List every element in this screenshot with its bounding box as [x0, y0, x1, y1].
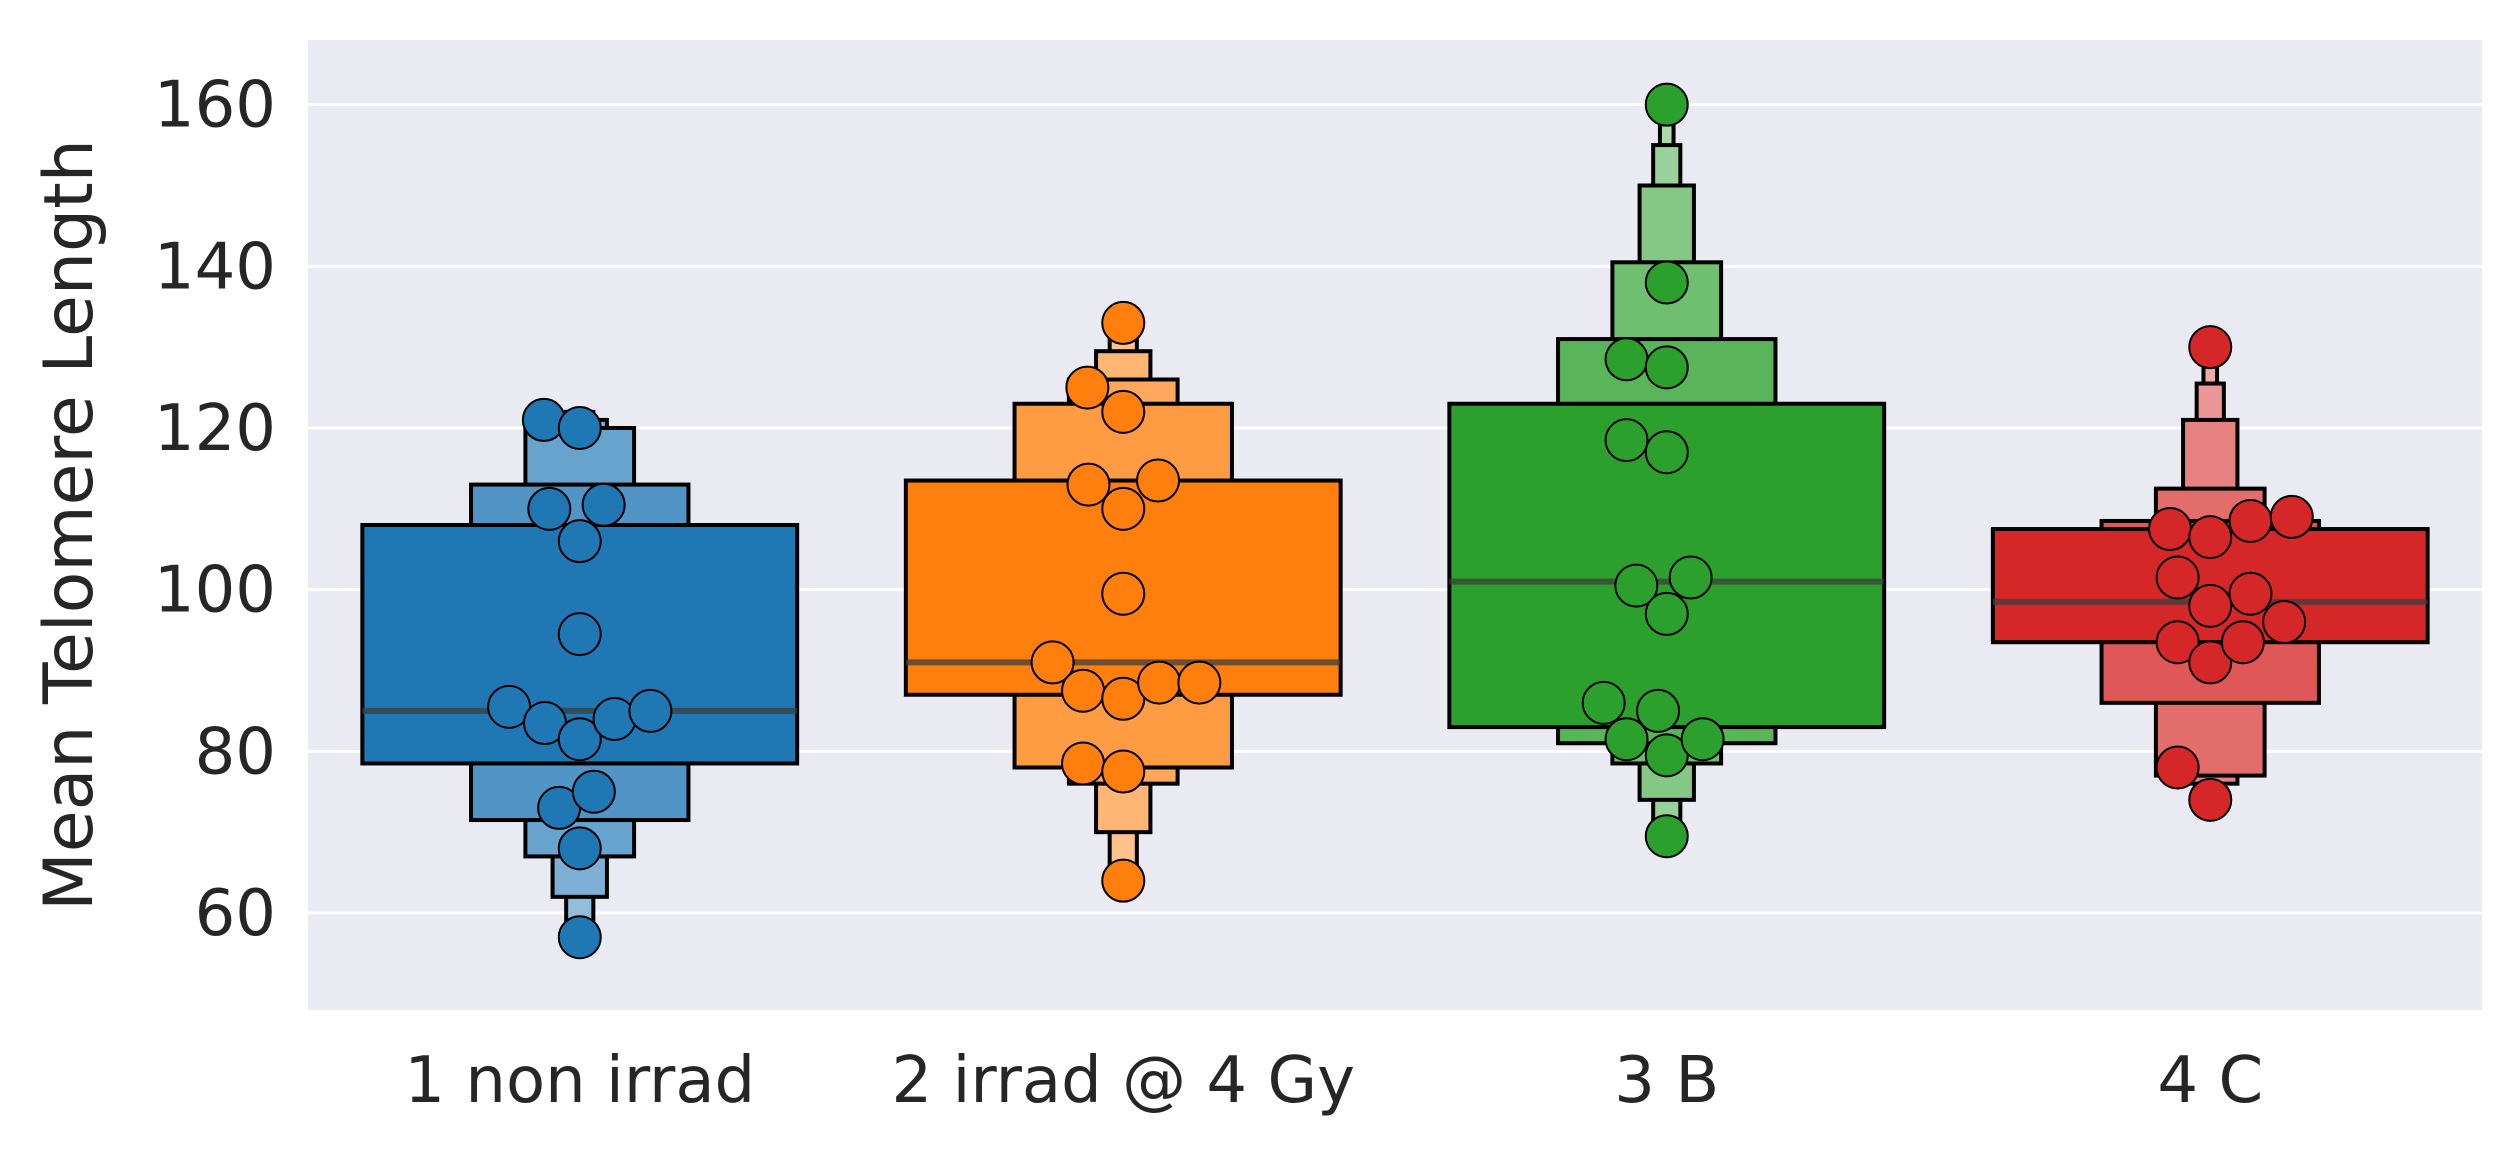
data-point — [1604, 418, 1649, 463]
y-tick-label-80: 80 — [195, 715, 276, 789]
points-group-4 — [2148, 325, 2314, 822]
data-point — [1644, 430, 1689, 475]
data-point — [2188, 583, 2233, 628]
data-point — [581, 482, 626, 527]
data-point — [557, 519, 602, 564]
data-point — [592, 697, 637, 741]
data-point — [1137, 660, 1182, 705]
data-point — [2188, 640, 2233, 685]
data-point — [2155, 555, 2200, 600]
data-point — [628, 688, 673, 733]
data-point — [1101, 571, 1146, 616]
data-point — [571, 769, 616, 814]
points-group-3 — [1581, 82, 1725, 859]
data-point — [1644, 345, 1689, 390]
data-point — [1604, 337, 1649, 382]
data-point — [1644, 814, 1689, 859]
y-axis-title: Mean Telomere Length — [30, 139, 109, 911]
y-tick-label-60: 60 — [195, 877, 276, 951]
data-point — [1101, 858, 1146, 903]
data-point — [2155, 620, 2200, 665]
data-point — [1581, 680, 1626, 725]
data-point — [557, 612, 602, 657]
data-point — [2148, 507, 2193, 552]
data-point — [1644, 260, 1689, 305]
y-tick-label-100: 100 — [154, 554, 276, 628]
y-tick-labels: 60 80 100 120 140 160 — [154, 69, 276, 951]
data-point — [557, 406, 602, 450]
data-point — [2262, 600, 2307, 644]
data-point — [521, 397, 566, 442]
data-point — [1065, 365, 1110, 410]
data-point — [1636, 688, 1681, 733]
data-point — [557, 717, 602, 762]
data-point — [1030, 640, 1075, 685]
data-point — [1061, 668, 1106, 713]
data-point — [2188, 325, 2233, 370]
x-tick-labels: 1 non irrad 2 irrad @ 4 Gy 3 B 4 C — [404, 1044, 2263, 1118]
data-point — [527, 486, 572, 531]
data-point — [1177, 660, 1222, 705]
data-point — [1136, 458, 1181, 503]
data-point — [1101, 749, 1146, 794]
data-point — [2228, 571, 2273, 616]
data-point — [1061, 741, 1106, 786]
data-point — [2269, 494, 2314, 539]
data-point — [2188, 515, 2233, 560]
data-point — [1604, 717, 1649, 762]
data-point — [557, 826, 602, 871]
y-tick-label-160: 160 — [154, 69, 276, 143]
data-point — [1680, 717, 1725, 762]
data-point — [2228, 498, 2273, 543]
x-tick-label-4: 4 C — [2157, 1044, 2263, 1118]
swarm-points — [487, 82, 2314, 960]
data-point — [1644, 82, 1689, 127]
data-point — [1644, 591, 1689, 636]
data-point — [1614, 563, 1659, 608]
data-point — [557, 915, 602, 960]
data-point — [2155, 745, 2200, 790]
data-point — [2220, 620, 2265, 665]
data-point — [1101, 300, 1146, 345]
x-tick-label-3: 3 B — [1614, 1044, 1719, 1118]
data-point — [2188, 777, 2233, 822]
data-point — [1066, 462, 1111, 507]
y-tick-label-120: 120 — [154, 392, 276, 466]
data-point — [1101, 486, 1146, 531]
points-group-1 — [487, 397, 673, 960]
y-tick-label-140: 140 — [154, 230, 276, 304]
points-group-2 — [1030, 300, 1222, 903]
x-tick-label-2: 2 irrad @ 4 Gy — [892, 1044, 1355, 1118]
data-point — [1668, 555, 1713, 600]
x-tick-label-1: 1 non irrad — [404, 1044, 755, 1118]
data-point — [1101, 389, 1146, 434]
